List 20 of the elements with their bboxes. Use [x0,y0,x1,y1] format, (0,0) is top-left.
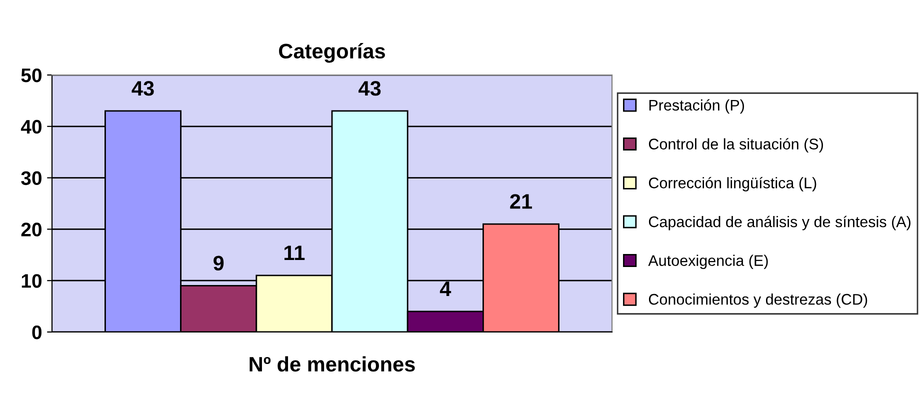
legend-label: Capacidad de análisis y de síntesis (A) [648,216,910,230]
y-tick-label: 10 [22,274,42,288]
legend-label: Control de la situación (S) [648,138,823,152]
data-label: 21 [510,194,532,209]
y-tick-label: 30 [21,171,42,186]
legend-label: Conocimientos y destrezas (CD) [648,294,868,308]
data-label: 43 [358,81,381,96]
y-tick-label: 20 [21,222,42,236]
x-axis-title: Nº de menciones [250,356,415,372]
chart-title: Categorías [279,43,385,63]
data-label: 43 [132,81,154,96]
data-label: 9 [214,256,224,271]
legend-label: Autoexigencia (E) [648,254,768,269]
y-tick-label: 40 [20,120,42,134]
y-tick-label: 0 [32,325,42,340]
legend-label: Prestación (P) [649,99,744,114]
y-tick-label: 50 [21,68,42,82]
data-label: 4 [440,282,452,296]
legend-label: Corrección lingüística (L) [648,176,816,192]
data-label: 11 [284,246,305,260]
